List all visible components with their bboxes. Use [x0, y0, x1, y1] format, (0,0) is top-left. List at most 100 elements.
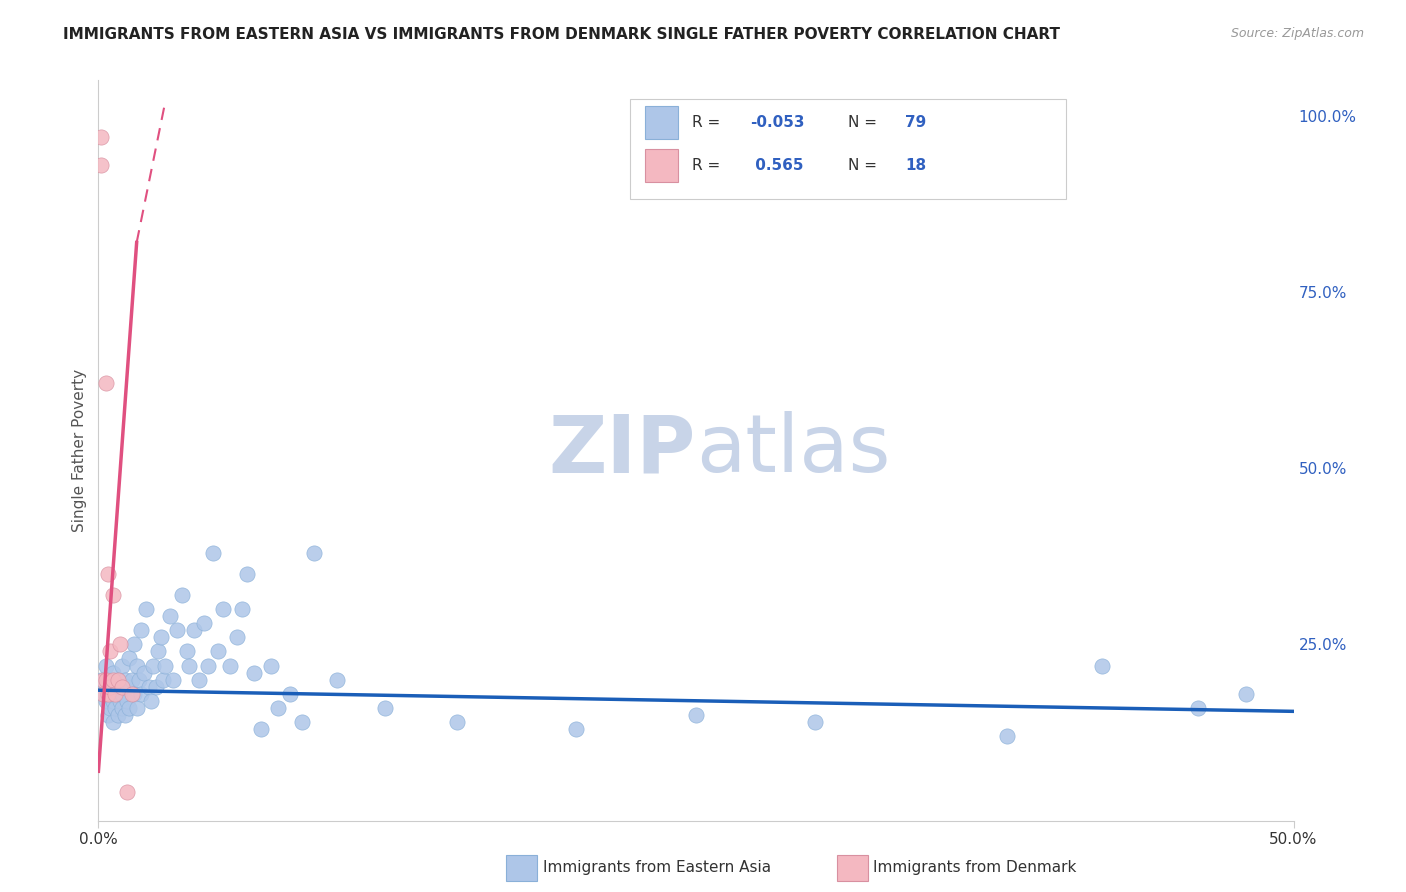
Point	[97, 687, 120, 701]
Point	[101, 588, 124, 602]
Point	[128, 673, 150, 687]
Point	[107, 673, 129, 687]
Point	[226, 630, 249, 644]
Point	[121, 687, 143, 701]
FancyBboxPatch shape	[644, 106, 678, 139]
Point	[118, 701, 141, 715]
Text: N =: N =	[848, 115, 882, 130]
Point	[152, 673, 174, 687]
Point	[193, 616, 215, 631]
Point	[94, 376, 117, 391]
Point	[94, 658, 117, 673]
Text: R =: R =	[692, 115, 725, 130]
Point	[111, 658, 134, 673]
Point	[108, 694, 131, 708]
Point	[90, 673, 112, 687]
Point	[219, 658, 242, 673]
Point	[97, 566, 120, 581]
Point	[176, 644, 198, 658]
Point	[326, 673, 349, 687]
Point	[124, 637, 146, 651]
Text: IMMIGRANTS FROM EASTERN ASIA VS IMMIGRANTS FROM DENMARK SINGLE FATHER POVERTY CO: IMMIGRANTS FROM EASTERN ASIA VS IMMIGRAN…	[63, 27, 1060, 42]
Point	[235, 566, 257, 581]
Point	[250, 722, 273, 736]
Point	[115, 785, 138, 799]
Point	[118, 651, 141, 665]
Point	[187, 673, 209, 687]
Point	[172, 588, 194, 602]
FancyBboxPatch shape	[630, 99, 1067, 199]
Point	[121, 673, 143, 687]
Point	[179, 658, 201, 673]
Text: Immigrants from Denmark: Immigrants from Denmark	[873, 861, 1077, 875]
Point	[111, 701, 134, 715]
Point	[104, 701, 127, 715]
Text: -0.053: -0.053	[749, 115, 804, 130]
FancyBboxPatch shape	[644, 149, 678, 182]
Point	[98, 644, 122, 658]
Point	[125, 658, 148, 673]
Point	[111, 687, 134, 701]
Point	[132, 665, 155, 680]
Text: 79: 79	[905, 115, 927, 130]
Point	[197, 658, 219, 673]
Y-axis label: Single Father Poverty: Single Father Poverty	[72, 369, 87, 532]
Point	[155, 658, 177, 673]
Point	[101, 673, 124, 687]
Point	[107, 707, 129, 722]
Text: Immigrants from Eastern Asia: Immigrants from Eastern Asia	[543, 861, 770, 875]
Point	[231, 602, 253, 616]
Point	[91, 687, 114, 701]
Point	[111, 680, 134, 694]
Point	[101, 665, 124, 680]
Point	[1187, 701, 1209, 715]
Point	[97, 707, 120, 722]
Point	[125, 701, 148, 715]
Point	[565, 722, 588, 736]
Point	[131, 624, 153, 638]
Text: ZIP: ZIP	[548, 411, 696, 490]
Point	[131, 687, 153, 701]
Point	[1234, 687, 1257, 701]
Point	[302, 546, 325, 560]
Point	[98, 680, 122, 694]
Text: 0.565: 0.565	[749, 158, 803, 173]
Point	[142, 658, 165, 673]
Point	[114, 673, 136, 687]
Point	[98, 701, 122, 715]
Text: 18: 18	[905, 158, 927, 173]
Point	[101, 714, 124, 729]
Point	[90, 129, 112, 144]
Point	[183, 624, 205, 638]
Point	[104, 687, 127, 701]
Point	[107, 673, 129, 687]
Point	[124, 687, 146, 701]
Point	[211, 602, 233, 616]
Point	[685, 707, 707, 722]
Point	[243, 665, 266, 680]
Point	[138, 680, 160, 694]
Point	[139, 694, 162, 708]
Point	[98, 687, 122, 701]
Point	[278, 687, 301, 701]
Point	[97, 680, 120, 694]
Point	[995, 729, 1018, 743]
Point	[149, 630, 172, 644]
Point	[101, 694, 124, 708]
Point	[94, 673, 117, 687]
Point	[1091, 658, 1114, 673]
Point	[94, 694, 117, 708]
Point	[207, 644, 229, 658]
Point	[162, 673, 184, 687]
Point	[804, 714, 827, 729]
Point	[115, 694, 138, 708]
Point	[159, 609, 181, 624]
Point	[98, 673, 122, 687]
Point	[148, 644, 170, 658]
Text: atlas: atlas	[696, 411, 890, 490]
Point	[166, 624, 188, 638]
Point	[135, 602, 157, 616]
Point	[91, 687, 114, 701]
Point	[267, 701, 290, 715]
Point	[291, 714, 314, 729]
